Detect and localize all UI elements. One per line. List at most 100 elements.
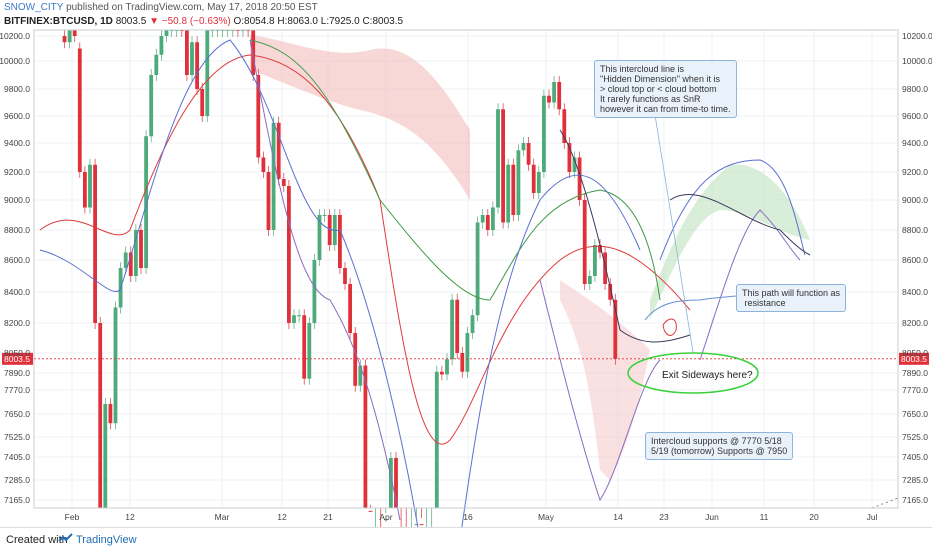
dark-line	[559, 129, 811, 343]
purple-line	[249, 39, 801, 521]
candle-body	[128, 252, 133, 276]
cloud-red-lower	[560, 280, 650, 480]
candle-body	[358, 365, 363, 386]
candle-body	[577, 157, 582, 200]
candle-body	[603, 252, 607, 284]
author-name[interactable]: SNOW_CITY	[4, 2, 64, 13]
candle-body	[164, 30, 169, 36]
candle-body	[587, 276, 592, 284]
candle-body	[450, 299, 454, 360]
change-label: ▼ −50.8 (−0.63%)	[149, 16, 231, 27]
candle-body	[394, 457, 398, 508]
ichimoku-clouds	[250, 35, 810, 480]
candle-body	[83, 172, 87, 208]
y-tick-label-right: 8800.0	[902, 225, 928, 235]
y-tick-label-right: 7525.0	[902, 432, 928, 442]
candle-body	[103, 404, 108, 508]
y-tick-label-right: 7770.0	[902, 385, 928, 395]
candle-body	[480, 215, 485, 223]
y-tick-label-left: 8600.0	[4, 255, 30, 265]
y-tick-label-right: 7890.0	[902, 368, 928, 378]
symbol-label: BITFINEX:BTCUSD, 1D	[4, 16, 113, 27]
candle-body	[506, 164, 511, 223]
candle-body	[287, 186, 291, 323]
candle-body	[348, 284, 352, 333]
candle-body	[531, 164, 536, 193]
ohlc-label: O:8054.8 H:8063.0 L:7925.0 C:8003.5	[233, 16, 404, 27]
tradingview-brand[interactable]: TradingView	[76, 534, 137, 546]
candle-body	[343, 268, 347, 284]
plot-frame	[33, 29, 899, 509]
red-loop-mark	[662, 318, 677, 336]
candle-body	[608, 284, 613, 300]
y-tick-label-right: 10000.0	[902, 56, 932, 66]
candle-body	[261, 157, 266, 172]
candle-body	[536, 172, 541, 193]
candle-body	[521, 143, 526, 151]
candle-body	[475, 222, 480, 316]
candle-body	[460, 353, 465, 372]
candle-body	[302, 315, 307, 379]
candle-body	[434, 371, 439, 508]
candle-body	[297, 315, 301, 317]
candle-body	[501, 109, 505, 223]
candle-body	[139, 230, 143, 268]
axes: 10200.0 10200.0 10000.0 10000.0 9800.0 9800.0…	[0, 29, 932, 522]
cloud-green	[650, 164, 810, 320]
candle-body	[368, 510, 373, 512]
y-tick-label-right: 9600.0	[902, 111, 928, 121]
candle-body	[276, 122, 281, 179]
y-tick-label-right: 8400.0	[902, 287, 928, 297]
y-tick-label-right: 9800.0	[902, 84, 928, 94]
x-tick-label: 11	[760, 512, 769, 522]
candle-body	[562, 109, 567, 143]
candle-body	[144, 136, 148, 268]
y-tick-label-right: 7165.0	[902, 495, 928, 505]
candle-body	[190, 42, 194, 75]
y-tick-label-right: 7405.0	[902, 452, 928, 462]
y-tick-label-left: 8200.0	[4, 318, 30, 328]
resistance-note[interactable]: This path will function as resistance	[736, 284, 847, 312]
y-tick-label-left: 7405.0	[4, 452, 30, 462]
candle-body	[496, 109, 500, 208]
y-tick-label-left: 8400.0	[4, 287, 30, 297]
candle-body	[491, 207, 495, 230]
supports-note[interactable]: Intercloud supports @ 7770 5/18 5/19 (to…	[645, 432, 794, 460]
last-price-badge	[899, 352, 929, 365]
y-tick-label-left: 8800.0	[4, 225, 30, 235]
candle-body	[465, 333, 470, 372]
candle-body	[205, 30, 210, 116]
tradingview-logo-icon	[58, 533, 73, 542]
candle-body	[414, 524, 419, 526]
cloud-red-upper	[250, 35, 470, 200]
x-tick-label: Feb	[65, 512, 80, 522]
y-tick-label-left: 7770.0	[4, 385, 30, 395]
created-with-label: Created with	[6, 534, 68, 546]
x-tick-label: 20	[809, 512, 819, 522]
intercloud-note[interactable]: This intercloud line is "Hidden Dimensio…	[594, 60, 737, 118]
y-tick-label-left: 9400.0	[4, 138, 30, 148]
candle-body	[598, 245, 602, 253]
y-tick-label-left: 7525.0	[4, 432, 30, 442]
exit-sideways-note[interactable]: Exit Sideways here?	[662, 370, 753, 381]
candle-body	[195, 42, 199, 89]
candle-body	[485, 215, 490, 230]
candle-body	[77, 48, 82, 172]
y-tick-label-left: 9200.0	[4, 167, 30, 177]
candle-body	[419, 524, 424, 526]
green-line	[249, 39, 661, 301]
candle-body	[98, 323, 103, 508]
red-line	[39, 54, 691, 445]
candle-body	[251, 30, 256, 75]
candle-body	[149, 75, 154, 137]
x-tick-label: 14	[613, 512, 623, 522]
candle-body	[317, 215, 322, 260]
candle-body	[281, 179, 286, 186]
candle-body	[185, 30, 189, 75]
candle-body	[271, 122, 276, 230]
y-tick-label-right: 8600.0	[902, 255, 928, 265]
y-tick-label-right: 10200.0	[902, 31, 932, 41]
candle-body	[516, 150, 521, 215]
x-tick-label: May	[538, 512, 555, 522]
y-tick-label-left: 9600.0	[4, 111, 30, 121]
